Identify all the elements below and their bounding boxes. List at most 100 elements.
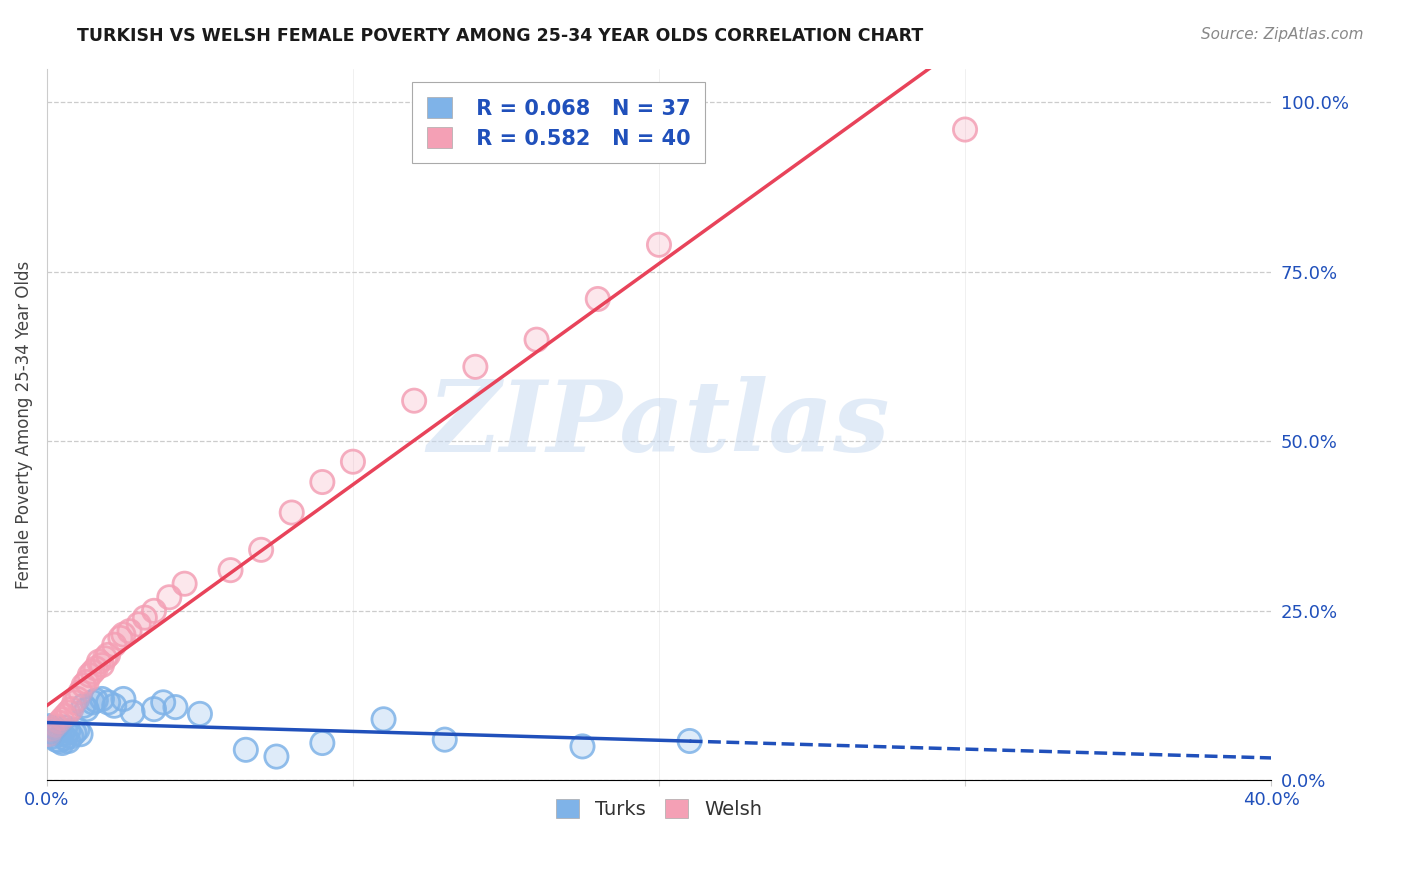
Point [103, 698, 125, 713]
Legend: Turks, Welsh: Turks, Welsh [540, 783, 778, 835]
Point [45, 719, 67, 733]
Point [76, 675, 98, 690]
Point [103, 698, 125, 713]
Point [58, 723, 80, 738]
Point [42, 729, 65, 743]
Point [72, 678, 94, 692]
Point [58, 734, 80, 748]
Point [53, 721, 76, 735]
Point [82, 695, 104, 709]
Point [45, 723, 67, 737]
Point [250, 542, 273, 557]
Point [373, 712, 395, 726]
Point [648, 237, 671, 252]
Point [39, 719, 62, 733]
Point [173, 576, 195, 591]
Point [53, 721, 76, 735]
Point [152, 695, 174, 709]
Point [60, 702, 83, 716]
Point [45, 732, 67, 747]
Point [58, 706, 80, 720]
Point [51, 712, 73, 726]
Point [143, 702, 166, 716]
Point [63, 695, 86, 709]
Point [188, 706, 211, 721]
Point [45, 719, 67, 733]
Point [51, 712, 73, 726]
Point [112, 692, 135, 706]
Point [53, 709, 76, 723]
Point [464, 359, 486, 374]
Point [280, 506, 302, 520]
Point [134, 610, 156, 624]
Point [39, 719, 62, 733]
Point [58, 734, 80, 748]
Point [311, 475, 333, 489]
Point [76, 675, 98, 690]
Point [571, 739, 593, 754]
Point [45, 732, 67, 747]
Point [266, 749, 288, 764]
Point [188, 706, 211, 721]
Point [112, 627, 135, 641]
Point [42, 726, 65, 740]
Point [79, 668, 101, 682]
Point [53, 731, 76, 746]
Point [42, 723, 65, 737]
Point [648, 237, 671, 252]
Point [97, 695, 120, 709]
Point [76, 702, 98, 716]
Point [235, 743, 257, 757]
Point [219, 563, 242, 577]
Point [72, 678, 94, 692]
Point [97, 695, 120, 709]
Point [42, 729, 65, 743]
Point [82, 665, 104, 679]
Point [110, 631, 132, 645]
Point [39, 727, 62, 741]
Point [165, 700, 187, 714]
Point [84, 661, 107, 675]
Point [118, 624, 141, 639]
Point [342, 455, 364, 469]
Point [464, 359, 486, 374]
Point [404, 393, 426, 408]
Point [157, 591, 180, 605]
Point [143, 702, 166, 716]
Point [69, 727, 91, 741]
Point [112, 627, 135, 641]
Point [91, 658, 114, 673]
Point [72, 698, 94, 713]
Point [48, 715, 70, 730]
Point [235, 743, 257, 757]
Point [48, 734, 70, 748]
Point [953, 122, 976, 136]
Point [157, 591, 180, 605]
Point [97, 648, 120, 662]
Point [404, 393, 426, 408]
Point [69, 685, 91, 699]
Point [373, 712, 395, 726]
Point [60, 729, 83, 743]
Point [91, 692, 114, 706]
Point [72, 698, 94, 713]
Point [60, 729, 83, 743]
Point [69, 727, 91, 741]
Point [311, 475, 333, 489]
Point [39, 727, 62, 741]
Point [91, 658, 114, 673]
Point [94, 651, 117, 665]
Point [45, 723, 67, 737]
Point [66, 723, 89, 737]
Point [586, 292, 609, 306]
Point [128, 617, 150, 632]
Point [51, 727, 73, 741]
Point [51, 727, 73, 741]
Point [118, 624, 141, 639]
Point [165, 700, 187, 714]
Point [82, 665, 104, 679]
Point [526, 333, 548, 347]
Point [51, 736, 73, 750]
Point [571, 739, 593, 754]
Point [87, 655, 110, 669]
